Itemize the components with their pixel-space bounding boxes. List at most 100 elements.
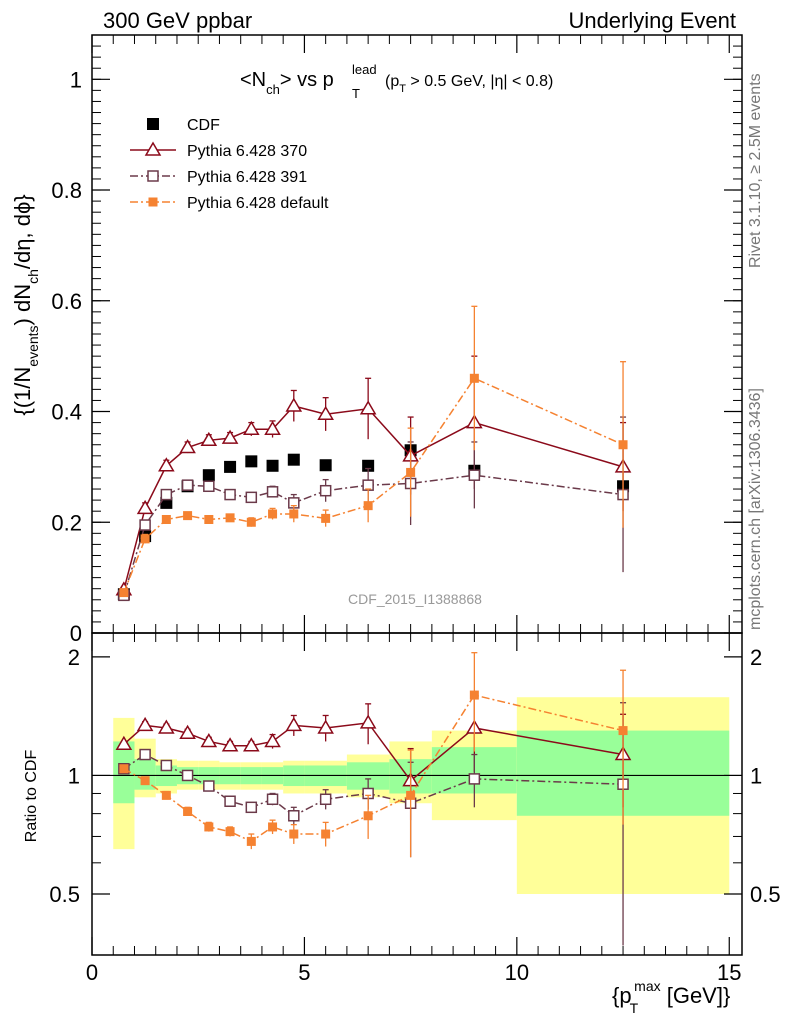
- svg-text:(pT > 0.5 GeV, |η| < 0.8): (pT > 0.5 GeV, |η| < 0.8): [385, 73, 553, 95]
- main-point: [317, 405, 334, 421]
- ratio-ytick-label: 1: [68, 763, 80, 788]
- main-point: [119, 588, 129, 598]
- ratio-point: [136, 716, 154, 732]
- ratio-ytick-label: 0.5: [49, 882, 80, 907]
- watermark: CDF_2015_I1388868: [348, 591, 482, 607]
- ratio-ytick-label-right: 1: [750, 763, 762, 788]
- ratio-point: [285, 716, 303, 732]
- main-point: [468, 469, 481, 481]
- ratio-point: [160, 759, 173, 772]
- ratio-y-label: Ratio to CDF: [23, 750, 40, 843]
- legend-label: CDF: [187, 117, 220, 134]
- ratio-point: [204, 822, 214, 832]
- legend-label: Pythia 6.428 370: [187, 143, 307, 160]
- ratio-point: [319, 793, 332, 806]
- main-point: [363, 501, 373, 511]
- legend-marker: [148, 197, 158, 207]
- uncertainty-bands: [92, 697, 742, 894]
- main-point: [266, 459, 279, 472]
- main-point: [266, 486, 279, 498]
- ratio-point: [246, 836, 256, 846]
- main-point: [321, 513, 331, 523]
- main-ytick-label: 0.2: [51, 510, 82, 535]
- main-point: [359, 400, 377, 415]
- ratio-point: [115, 735, 133, 751]
- main-point: [183, 511, 193, 521]
- main-line: [123, 377, 624, 593]
- main-point: [181, 479, 194, 491]
- svg-text:<Nch> vs p: <Nch> vs p: [240, 69, 334, 97]
- ratio-point: [363, 811, 373, 821]
- main-point: [160, 488, 173, 501]
- main-point: [289, 509, 299, 519]
- ratio-point: [224, 795, 236, 807]
- main-ytick-label: 1: [70, 67, 82, 92]
- main-line: [123, 405, 624, 591]
- ratio-point: [158, 719, 175, 734]
- main-series-p391: [118, 416, 629, 602]
- xtick-label: 5: [298, 960, 310, 985]
- band-inner: [134, 759, 156, 790]
- ratio-point: [266, 793, 279, 806]
- main-point: [140, 534, 150, 544]
- main-point: [139, 519, 151, 531]
- main-point: [243, 420, 260, 435]
- legend-marker: [147, 170, 159, 182]
- main-point: [203, 480, 215, 493]
- ratio-point: [317, 719, 334, 734]
- svg-text:lead: lead: [352, 62, 377, 77]
- ratio-point: [161, 790, 171, 800]
- main-point: [618, 440, 628, 450]
- main-point: [245, 491, 258, 504]
- series-layer: [115, 305, 632, 946]
- header-left: 300 GeV ppbar: [103, 8, 253, 33]
- main-point: [200, 431, 218, 447]
- ratio-point: [140, 776, 150, 786]
- main-point: [406, 467, 416, 477]
- ratio-ytick-label: 2: [68, 645, 80, 670]
- ratio-point: [203, 780, 215, 792]
- legend-label: Pythia 6.428 default: [187, 195, 329, 212]
- main-point: [225, 513, 235, 523]
- main-point: [264, 420, 281, 435]
- xtick-label: 0: [86, 960, 98, 985]
- main-line: [123, 474, 624, 596]
- ratio-point: [468, 773, 481, 785]
- legend-marker: [147, 118, 159, 130]
- ratio-ytick-label-right: 2: [750, 645, 762, 670]
- legend: CDF Pythia 6.428 370 Pythia 6.428 391 Pythi…: [130, 117, 329, 212]
- main-point: [268, 509, 278, 519]
- main-point: [204, 514, 214, 524]
- ratio-point: [221, 737, 239, 752]
- ratio-point: [406, 790, 416, 800]
- ratio-point: [181, 769, 194, 782]
- ratio-point: [179, 724, 196, 739]
- main-point: [469, 373, 479, 383]
- main-series-data: [117, 444, 630, 601]
- ratio-point: [268, 822, 278, 832]
- legend-marker: [144, 141, 162, 156]
- main-point: [287, 453, 300, 466]
- main-point: [224, 460, 237, 473]
- ratio-point: [264, 732, 281, 748]
- main-point: [158, 457, 175, 472]
- legend-label: Pythia 6.428 391: [187, 169, 307, 186]
- xtick-label: 15: [717, 960, 741, 985]
- ratio-point: [225, 827, 235, 837]
- main-point: [246, 517, 256, 527]
- ratio-point: [359, 714, 377, 729]
- main-ytick-label: 0.4: [51, 400, 82, 425]
- ratio-point: [245, 801, 258, 814]
- ratio-series-pdef: [119, 652, 628, 858]
- main-series-pdef: [119, 305, 628, 598]
- plot-title: <Nch> vs p lead T (pT > 0.5 GeV, |η| < 0…: [240, 62, 553, 101]
- main-point: [319, 459, 332, 472]
- y-axis-label: {(1/Nevents) dNch/dη, dϕ}: [10, 194, 41, 415]
- ratio-panel-frame: [91, 632, 743, 956]
- ratio-point: [289, 829, 299, 839]
- main-point: [319, 484, 332, 497]
- ratio-point: [119, 764, 129, 774]
- main-point: [221, 429, 239, 444]
- main-ytick-label: 0.8: [51, 178, 82, 203]
